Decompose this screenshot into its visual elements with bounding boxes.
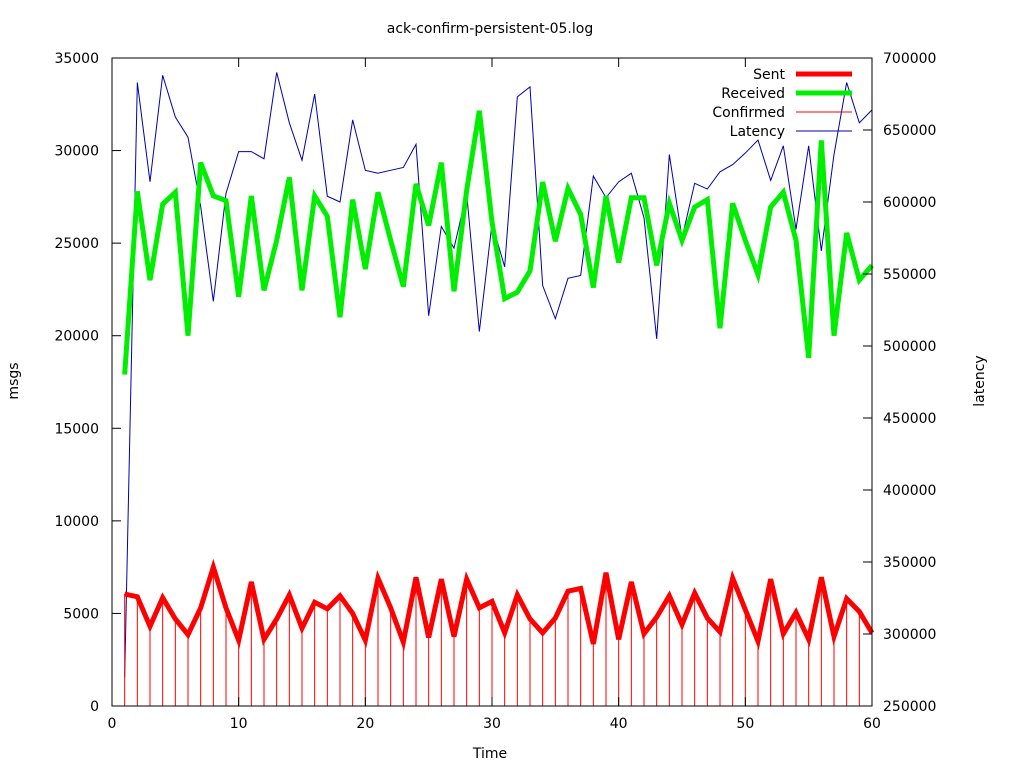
y2-axis-label: latency xyxy=(972,355,988,406)
y-tick-label: 5000 xyxy=(63,606,99,622)
legend: Sent Received Confirmed Latency xyxy=(712,67,852,140)
series-confirmed xyxy=(124,567,873,706)
x-tick-label: 40 xyxy=(610,716,628,732)
x-tick-label: 0 xyxy=(108,716,117,732)
x-tick-label: 10 xyxy=(230,716,248,732)
series-line-sent xyxy=(124,558,875,652)
series-line-received xyxy=(122,110,874,375)
y-tick-label: 25000 xyxy=(54,236,99,252)
y-tick-label: 20000 xyxy=(54,329,99,345)
chart-title: ack-confirm-persistent-05.log xyxy=(387,21,593,37)
y-tick-label: 15000 xyxy=(54,421,99,437)
y-axis-label: msgs xyxy=(6,362,22,399)
y2-tick-label: 400000 xyxy=(883,483,936,499)
y2-tick-label: 550000 xyxy=(883,267,936,283)
y-tick-label: 10000 xyxy=(54,514,99,530)
y2-tick-label: 250000 xyxy=(883,699,936,715)
y2-tick-label: 350000 xyxy=(883,555,936,571)
axes-tick-labels-layer: 0 10 20 30 40 50 60 0 5000 10000 15000 20000 25000 30… xyxy=(54,51,936,732)
legend-label-sent: Sent xyxy=(753,67,785,83)
y2-tick-label: 600000 xyxy=(883,195,936,211)
y2-tick-label: 300000 xyxy=(883,627,936,643)
y2-tick-label: 500000 xyxy=(883,339,936,355)
legend-label-received: Received xyxy=(721,86,785,102)
x-tick-label: 50 xyxy=(736,716,754,732)
y2-tick-label: 450000 xyxy=(883,411,936,427)
series-line-latency xyxy=(124,72,873,678)
axes-ticks-layer xyxy=(111,57,873,707)
legend-label-confirmed: Confirmed xyxy=(712,105,785,121)
legend-label-latency: Latency xyxy=(730,124,785,140)
y2-tick-label: 650000 xyxy=(883,123,936,139)
x-axis-label: Time xyxy=(472,746,507,762)
x-tick-label: 30 xyxy=(483,716,501,732)
y-tick-label: 30000 xyxy=(54,144,99,160)
x-tick-label: 60 xyxy=(863,716,881,732)
x-tick-label: 20 xyxy=(356,716,374,732)
plot-lines-layer xyxy=(122,72,875,706)
y2-tick-label: 700000 xyxy=(883,51,936,67)
y-tick-label: 35000 xyxy=(54,51,99,67)
y-tick-label: 0 xyxy=(90,699,99,715)
